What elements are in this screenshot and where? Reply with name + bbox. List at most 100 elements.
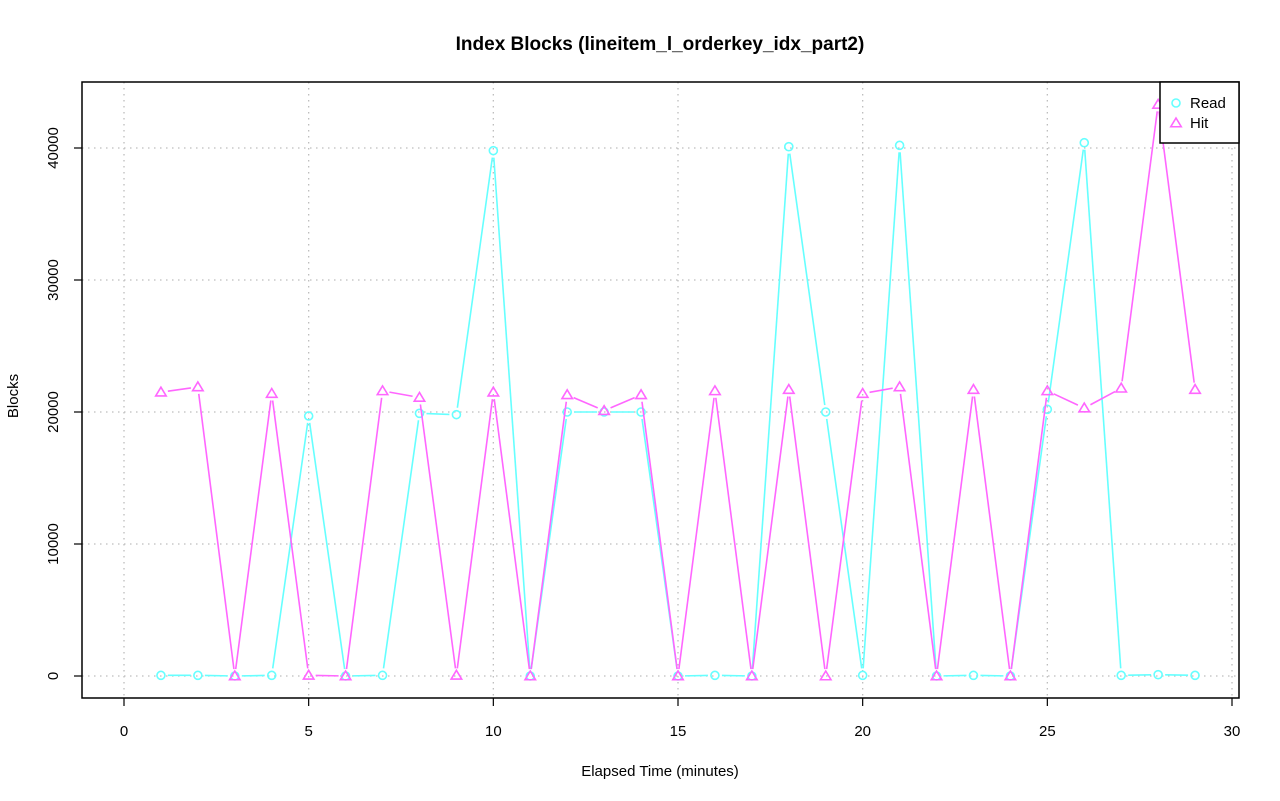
- y-tick-label: 40000: [45, 127, 62, 169]
- x-axis-label: Elapsed Time (minutes): [581, 763, 739, 780]
- series-line-segment: [610, 396, 635, 409]
- data-point: [523, 669, 537, 681]
- legend-marker-triangle: [1169, 116, 1183, 128]
- series-line-segment: [530, 401, 568, 670]
- data-point: [377, 670, 388, 681]
- data-point: [966, 383, 981, 395]
- data-point: [708, 384, 722, 396]
- y-tick-label: 10000: [45, 523, 62, 565]
- x-tick-label: 0: [120, 723, 128, 740]
- series-line-segment: [936, 396, 974, 670]
- series-line-segment: [426, 412, 450, 416]
- series-line-segment: [234, 400, 272, 670]
- data-point: [819, 669, 833, 681]
- x-tick-label: 15: [670, 723, 687, 740]
- series-line-segment: [271, 422, 309, 669]
- y-tick-label: 20000: [45, 391, 62, 433]
- data-point: [375, 384, 390, 396]
- y-axis-label: Blocks: [5, 374, 22, 418]
- series-line-segment: [456, 399, 494, 669]
- data-point: [1079, 137, 1090, 148]
- data-point: [449, 668, 464, 680]
- data-point: [1116, 670, 1126, 681]
- legend: Read Hit: [1159, 81, 1240, 144]
- series-line-segment: [493, 157, 531, 670]
- data-point: [228, 669, 242, 681]
- legend-label: Hit: [1190, 115, 1209, 132]
- data-point: [1153, 669, 1163, 680]
- data-point: [929, 669, 944, 681]
- legend-box: [1159, 81, 1240, 144]
- series-line-segment: [1090, 390, 1116, 406]
- series-line-segment: [751, 153, 790, 670]
- data-point: [303, 411, 314, 421]
- axes: 0 5 10 15 20 25 30 0 10000 20000 30000 40000: [45, 127, 1240, 740]
- legend-marker-circle: [1171, 98, 1181, 108]
- series-line-segment: [197, 393, 235, 670]
- data-point: [968, 670, 979, 681]
- series-line-segment: [167, 387, 192, 393]
- series-line-segment: [456, 157, 494, 408]
- data-point: [671, 669, 685, 681]
- series-line-segment: [751, 396, 789, 670]
- series-line-segment: [573, 396, 599, 409]
- data-point: [154, 385, 168, 397]
- grid: [82, 82, 1239, 698]
- series-line-segment: [1121, 111, 1159, 382]
- series-line-segment: [899, 152, 937, 670]
- y-tick-label: 30000: [45, 259, 62, 301]
- series-line-segment: [345, 397, 383, 670]
- data-point: [597, 404, 611, 416]
- data-point: [636, 407, 646, 417]
- data-point: [1040, 384, 1054, 396]
- data-point: [820, 407, 831, 417]
- data-point: [191, 380, 205, 392]
- data-point: [634, 388, 648, 400]
- series-line-segment: [1083, 149, 1122, 669]
- series-line-segment: [862, 152, 900, 669]
- data-point: [856, 386, 870, 399]
- series-line-segment: [1053, 393, 1079, 406]
- data-point: [338, 669, 353, 681]
- y-tick-label: 0: [45, 672, 62, 680]
- series-line-segment: [899, 393, 937, 670]
- data-point: [1114, 381, 1128, 393]
- series-line-segment: [825, 418, 863, 669]
- series-line-segment: [973, 396, 1011, 670]
- series-line-segment: [493, 399, 531, 670]
- x-tick-label: 20: [854, 723, 871, 740]
- series-line-segment: [869, 387, 893, 394]
- data-point: [486, 385, 500, 397]
- data-point: [193, 670, 203, 681]
- data-point: [745, 669, 759, 681]
- series-line-segment: [1010, 397, 1048, 670]
- series-line-segment: [382, 420, 420, 669]
- data-point: [892, 380, 907, 392]
- data-point: [782, 383, 796, 395]
- data-point: [1003, 669, 1018, 681]
- x-tick-label: 25: [1039, 723, 1056, 740]
- series-line-segment: [389, 391, 413, 398]
- data-point: [488, 145, 499, 156]
- series-line-segment: [715, 397, 752, 670]
- plot-frame: [81, 81, 1240, 699]
- series-line-segment: [1047, 149, 1085, 403]
- data-point: [1190, 670, 1200, 681]
- series-hit: [154, 97, 1202, 681]
- chart-title: Index Blocks (lineitem_l_orderkey_idx_pa…: [456, 34, 865, 55]
- x-tick-label: 10: [485, 723, 502, 740]
- series-line-segment: [271, 400, 309, 669]
- data-point: [1188, 383, 1202, 395]
- data-point: [562, 407, 573, 417]
- data-point: [1042, 404, 1053, 415]
- series-layer: [154, 97, 1202, 681]
- series-line-segment: [788, 396, 826, 670]
- data-point: [710, 670, 720, 681]
- data-point: [266, 670, 277, 681]
- series-line-segment: [419, 404, 457, 669]
- data-point: [302, 668, 316, 680]
- data-point: [265, 386, 279, 399]
- series-line-segment: [788, 153, 826, 406]
- data-point: [156, 670, 166, 681]
